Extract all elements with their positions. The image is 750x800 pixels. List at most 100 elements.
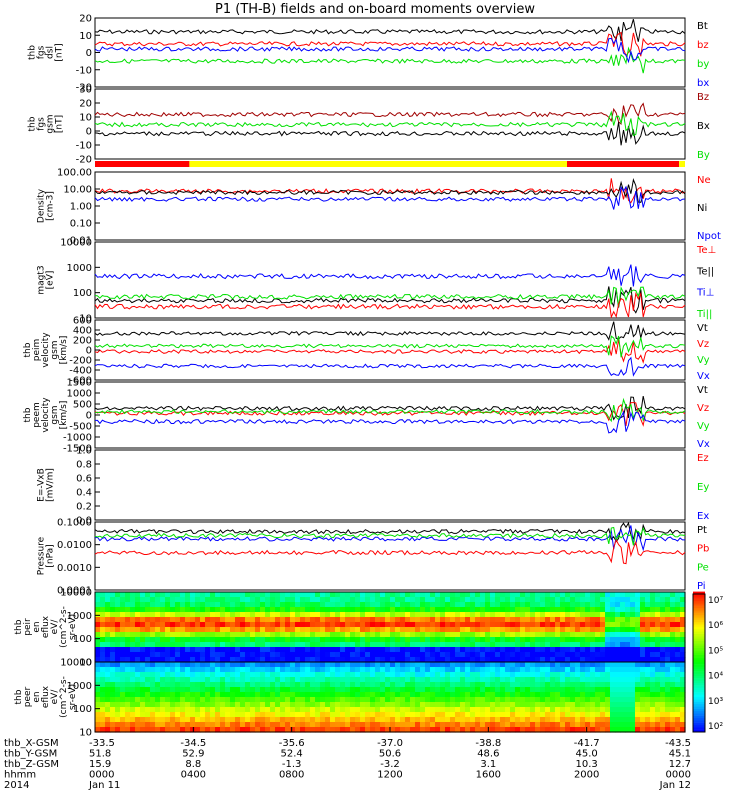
pressure-legend-2: Pe <box>697 562 709 573</box>
xaxis-row-2-value-6: 12.7 <box>669 759 691 770</box>
xaxis-row-label-2: thb_Z-GSM <box>4 759 59 770</box>
fgs_gsm-ytick-4: -10 <box>76 141 92 152</box>
pressure-legend-0: Pt <box>697 525 707 536</box>
temperature-ylabel-0: magt3 <box>37 265 47 294</box>
fgs_gsm-ytick-1: 20 <box>79 99 92 110</box>
peir_spectrogram-ytick-2: 100 <box>73 634 92 645</box>
peem_velocity-legend-2: Vy <box>697 421 710 432</box>
temperature-legend-3: Ti|| <box>696 309 712 320</box>
density-legend-2: Npot <box>697 231 721 242</box>
density-series-Ne <box>94 178 686 204</box>
density-legend-1: Ni <box>697 203 707 214</box>
colorbar-tick-4: 10³ <box>708 697 723 707</box>
xaxis-row-label-0: thb_X-GSM <box>4 738 59 749</box>
peim_velocity-ylabel-3: gsm <box>50 340 60 359</box>
peir_spectrogram-ytick-0: 10000 <box>60 588 92 599</box>
temperature-ytick-3: 10 <box>79 314 92 325</box>
temperature-series-Te⊥ <box>94 291 686 319</box>
efield-legend-0: Ez <box>697 453 709 464</box>
peir_spectrogram-ylabel-4: eV/ <box>50 619 60 635</box>
efield-ytick-4: 0.2 <box>76 502 92 513</box>
peer_spectrogram-ylabel-5: (cm^2-s- <box>59 676 69 718</box>
xaxis-row-1-value-1: 52.9 <box>182 749 204 760</box>
peir_spectrogram-ytick-1: 1000 <box>67 611 92 622</box>
xaxis-row-1-value-6: 45.1 <box>669 749 691 760</box>
peim_velocity-legend-1: Vz <box>697 339 709 350</box>
efield-ylabel-1: [mV/m] <box>46 468 56 502</box>
pressure-ylabel-0: Pressure <box>37 536 47 575</box>
xaxis-row-0-value-6: -43.5 <box>665 738 691 749</box>
xaxis-row-label-4: 2014 <box>4 780 29 791</box>
peer_spectrogram-ytick-0: 10000 <box>60 658 92 669</box>
peim_velocity-ytick-3: 0 <box>86 346 92 357</box>
xaxis-row-1-value-2: 52.4 <box>281 749 303 760</box>
peem_velocity-legend-0: Vt <box>697 385 708 396</box>
peem_velocity-ylabel-4: [km/s] <box>59 401 69 430</box>
xaxis-row-4-value-0: Jan 11 <box>88 780 120 791</box>
fgs_dsl-ylabel-1: fgs <box>37 45 47 59</box>
peem_velocity-ytick-2: 500 <box>73 400 92 411</box>
temperature-ytick-0: 10000 <box>60 238 92 249</box>
fgs_gsm-series-Bx <box>94 122 686 146</box>
xaxis-row-2-value-4: 3.1 <box>480 759 496 770</box>
temperature-series-Ti|| <box>94 286 686 307</box>
peim_velocity-ytick-1: 400 <box>73 326 92 337</box>
fgs_dsl-ytick-2: 0 <box>86 48 92 59</box>
fgs_gsm-ytick-0: 30 <box>79 85 92 96</box>
colorbar-tick-0: 10⁷ <box>708 596 723 606</box>
fgs_gsm-ylabel-2: gsm <box>46 114 56 133</box>
temperature-legend-1: Te|| <box>696 266 714 277</box>
temperature-ytick-2: 100 <box>73 288 92 299</box>
peim_velocity-series-Vy <box>94 335 686 358</box>
density-ytick-2: 1.00 <box>70 202 92 213</box>
peir_spectrogram-ytick-3: 10 <box>79 658 92 669</box>
peir_spectrogram-ylabel-5: (cm^2-s- <box>59 606 69 648</box>
density-ytick-3: 0.10 <box>70 219 92 230</box>
efield-frame <box>94 449 686 521</box>
density-ytick-0: 100.00 <box>57 168 92 179</box>
temperature-series-Te|| <box>94 286 686 314</box>
temperature-legend-2: Ti⊥ <box>696 288 714 299</box>
fgs_dsl-ytick-3: -10 <box>76 65 92 76</box>
peem_velocity-ylabel-3: gsm <box>50 405 60 424</box>
fgs_gsm-ytick-2: 10 <box>79 113 92 124</box>
xaxis-row-2-value-2: -1.3 <box>282 759 302 770</box>
xaxis-row-1-value-4: 48.6 <box>477 749 499 760</box>
peir_spectrogram-ylabel-1: peir <box>23 618 33 636</box>
fgs_dsl-legend-2: by <box>697 59 709 70</box>
peer_spectrogram-ylabel-1: peer <box>23 686 33 707</box>
peem_velocity-ytick-6: -1500 <box>63 444 92 455</box>
fgs_dsl-frame <box>94 17 686 88</box>
mode-segment-0 <box>95 161 190 167</box>
peer_spectrogram-ylabel-3: eflux <box>41 685 51 708</box>
xaxis-row-2-value-3: -3.2 <box>380 759 400 770</box>
peem_velocity-series-Vx <box>95 410 686 434</box>
fgs_dsl-ytick-0: 20 <box>79 14 92 25</box>
temperature-ytick-1: 1000 <box>67 263 92 274</box>
peem_velocity-series-Vz <box>94 402 686 427</box>
peem_velocity-legend-3: Vx <box>697 439 710 450</box>
xaxis-row-0-value-1: -34.5 <box>180 738 206 749</box>
peem_velocity-ytick-1: 1000 <box>67 389 92 400</box>
peer_spectrogram-ylabel-6: sr-eV) <box>68 684 78 710</box>
peim_velocity-ylabel-4: [km/s] <box>59 336 69 365</box>
fgs_gsm-series-By <box>94 110 686 137</box>
fgs_dsl-legend-3: bx <box>697 78 709 89</box>
xaxis-row-3-value-6: 0000 <box>666 770 691 781</box>
pressure-legend-1: Pb <box>697 544 709 555</box>
xaxis-row-0-value-3: -37.0 <box>377 738 403 749</box>
peim_velocity-ytick-4: -200 <box>69 356 92 367</box>
density-ytick-4: 0.01 <box>70 236 92 247</box>
colorbar-tick-2: 10⁵ <box>708 646 723 656</box>
peim_velocity-series-Vz <box>94 339 686 364</box>
efield-ytick-0: 1.0 <box>76 446 92 457</box>
xaxis-row-0-value-2: -35.6 <box>279 738 305 749</box>
peer_spectrogram-ytick-1: 1000 <box>67 681 92 692</box>
xaxis-row-2-value-5: 10.3 <box>576 759 598 770</box>
peim_velocity-ytick-5: -400 <box>69 366 92 377</box>
colorbar-tick-5: 10² <box>708 722 723 732</box>
fgs_gsm-ylabel-3: [nT] <box>55 115 65 133</box>
peim_velocity-legend-0: Vt <box>697 323 708 334</box>
peim_velocity-series-Vx <box>94 356 686 377</box>
